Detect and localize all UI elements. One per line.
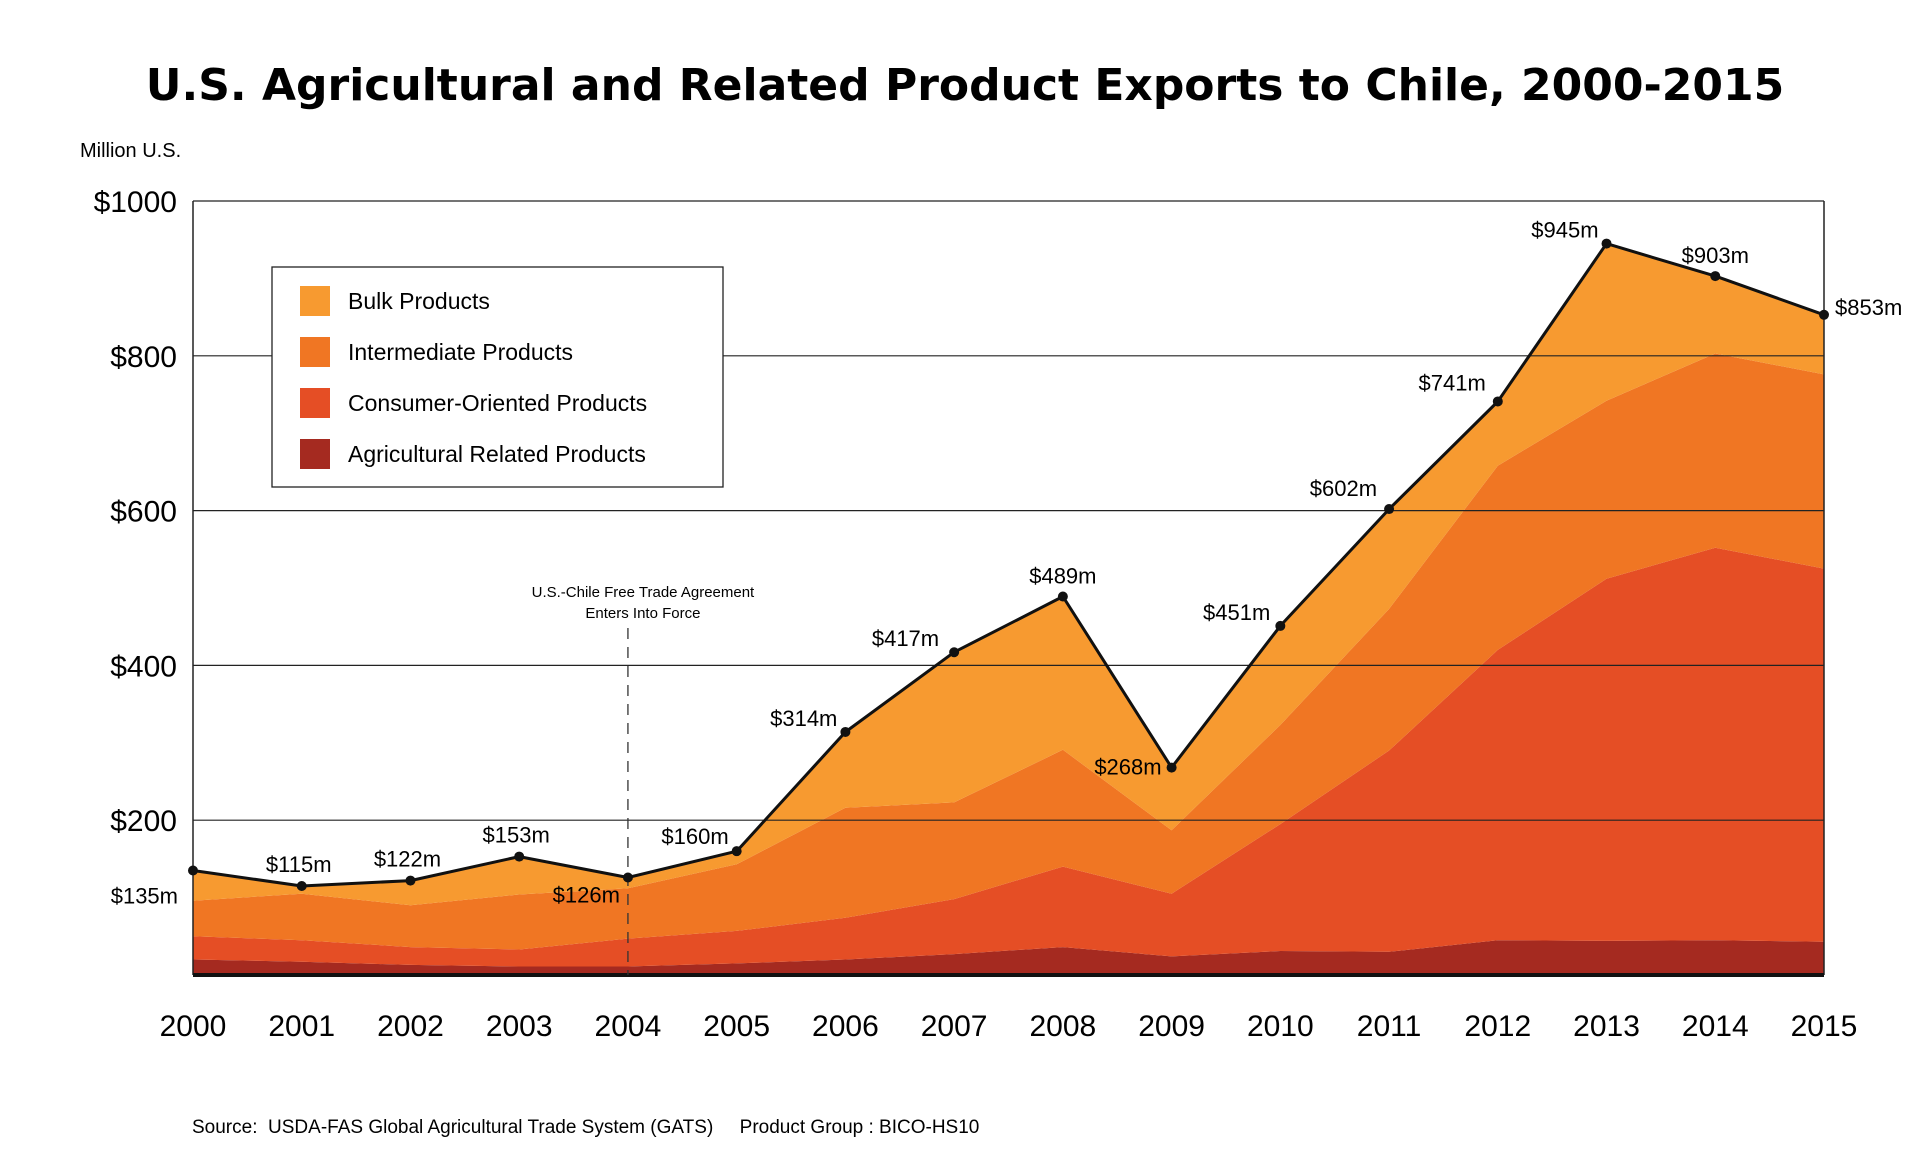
total-point-2013 xyxy=(1601,238,1612,249)
legend-box xyxy=(271,266,724,488)
total-label-2014: $903m xyxy=(1682,243,1749,268)
total-label-2003: $153m xyxy=(483,823,550,848)
total-point-2014 xyxy=(1710,271,1721,282)
total-line: $135m $115m $122m $153m $126m $160m $314m $417m… xyxy=(111,218,1903,909)
total-label-2004: $126m xyxy=(553,882,620,907)
legend-label-intermediate-products: Intermediate Products xyxy=(348,339,573,365)
x-tick-label-2015: 2015 xyxy=(1791,1010,1858,1043)
chart-title: U.S. Agricultural and Related Product Ex… xyxy=(146,60,1784,111)
total-point-2007 xyxy=(949,647,960,658)
legend-label-agricultural-related-products: Agricultural Related Products xyxy=(348,441,646,467)
total-label-2015: $853m xyxy=(1835,295,1902,320)
x-tick-label-2013: 2013 xyxy=(1573,1010,1640,1043)
total-point-2002 xyxy=(405,875,416,886)
total-label-2005: $160m xyxy=(661,824,728,849)
legend-swatch-intermediate-products xyxy=(300,337,330,367)
total-point-2004 xyxy=(622,872,633,883)
legend-swatch-bulk-products xyxy=(300,286,330,316)
total-label-2001: $115m xyxy=(266,852,332,877)
y-axis-ticks: $200 $400 $600 $800 $1000 xyxy=(94,186,177,838)
x-tick-label-2007: 2007 xyxy=(921,1010,988,1043)
total-point-2015 xyxy=(1819,309,1829,320)
x-axis-ticks: 2000 2001 2002 2003 2004 2005 2006 2007 2008 2009… xyxy=(160,1010,1858,1043)
total-label-2010: $451m xyxy=(1203,600,1270,625)
total-label-2012: $741m xyxy=(1419,370,1486,395)
x-tick-label-2001: 2001 xyxy=(268,1010,335,1043)
total-point-2008 xyxy=(1057,591,1068,602)
x-tick-label-2014: 2014 xyxy=(1682,1010,1749,1043)
y-tick-label-1000: $1000 xyxy=(94,186,177,219)
total-label-2011: $602m xyxy=(1310,476,1377,501)
legend-swatch-agricultural-related-products xyxy=(300,439,330,469)
x-tick-label-2003: 2003 xyxy=(486,1010,553,1043)
area-agricultural-related-products xyxy=(193,940,1824,975)
y-tick-label-400: $400 xyxy=(110,650,177,683)
total-label-2002: $122m xyxy=(374,847,441,872)
legend-label-consumer-oriented-products: Consumer-Oriented Products xyxy=(348,390,647,416)
y-axis-label: Million U.S. xyxy=(80,140,181,162)
y-tick-label-200: $200 xyxy=(110,805,177,838)
total-line-path xyxy=(192,242,1825,888)
area-consumer-oriented-products xyxy=(193,547,1824,967)
annotation-line2: Enters Into Force xyxy=(585,605,700,622)
source-note: Source: USDA-FAS Global Agricultural Tra… xyxy=(192,1117,979,1138)
total-point-2011 xyxy=(1384,504,1395,515)
legend-label-bulk-products: Bulk Products xyxy=(348,288,490,314)
x-tick-label-2010: 2010 xyxy=(1247,1010,1314,1043)
fta-annotation: U.S.-Chile Free Trade Agreement Enters I… xyxy=(532,584,755,975)
y-tick-label-600: $600 xyxy=(110,496,177,529)
plot-frame xyxy=(192,200,1825,977)
x-tick-label-2002: 2002 xyxy=(377,1010,444,1043)
total-label-2007: $417m xyxy=(872,626,939,651)
x-tick-label-2004: 2004 xyxy=(595,1010,662,1043)
legend: Bulk Products Intermediate Products Consum… xyxy=(271,266,724,488)
x-tick-label-2012: 2012 xyxy=(1464,1010,1531,1043)
x-tick-label-2006: 2006 xyxy=(812,1010,879,1043)
x-tick-label-2000: 2000 xyxy=(160,1010,227,1043)
total-point-2000 xyxy=(188,865,198,876)
total-point-2001 xyxy=(296,880,307,891)
annotation-line1: U.S.-Chile Free Trade Agreement xyxy=(532,584,755,601)
total-label-2008: $489m xyxy=(1029,564,1096,589)
x-tick-label-2005: 2005 xyxy=(703,1010,770,1043)
total-label-2009: $268m xyxy=(1094,755,1161,780)
area-intermediate-products xyxy=(193,353,1824,950)
x-tick-label-2009: 2009 xyxy=(1138,1010,1205,1043)
legend-swatch-consumer-oriented-products xyxy=(300,388,330,418)
area-layers xyxy=(193,243,1824,975)
total-point-2009 xyxy=(1166,762,1177,773)
x-tick-label-2008: 2008 xyxy=(1029,1010,1096,1043)
y-tick-label-800: $800 xyxy=(110,341,177,374)
x-tick-label-2011: 2011 xyxy=(1357,1010,1422,1043)
total-label-2013: $945m xyxy=(1531,218,1598,243)
area-bulk-products xyxy=(193,243,1824,906)
total-point-2010 xyxy=(1275,620,1286,631)
total-point-2005 xyxy=(731,846,742,857)
total-label-2006: $314m xyxy=(770,706,837,731)
total-point-2003 xyxy=(514,851,525,862)
total-point-2006 xyxy=(840,726,851,737)
total-label-2000: $135m xyxy=(111,884,178,909)
total-point-2012 xyxy=(1492,396,1503,407)
